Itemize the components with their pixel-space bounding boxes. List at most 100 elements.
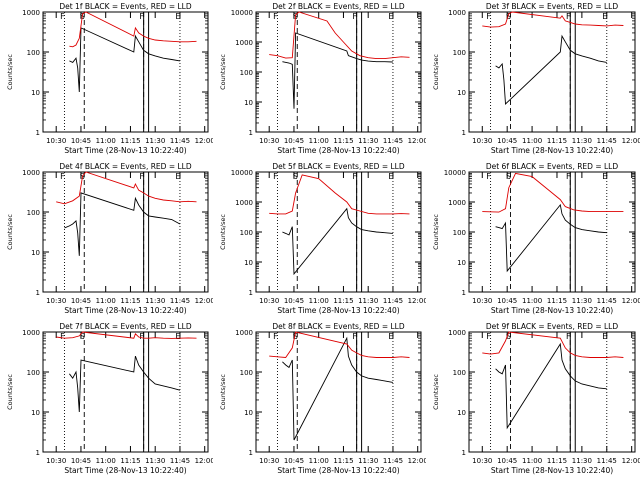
x-axis-label: Start Time (28-Nov-13 10:22:40): [277, 466, 399, 475]
x-axis-label: Start Time (28-Nov-13 10:22:40): [491, 146, 613, 155]
marker-label: F: [60, 332, 65, 341]
x-tick-label: 11:30: [145, 457, 165, 465]
x-tick-label: 11:45: [170, 137, 190, 145]
marker-label: F: [352, 172, 357, 181]
x-tick-label: 10:45: [284, 297, 304, 305]
x-tick-label: 10:45: [71, 137, 91, 145]
x-tick-label: 11:45: [383, 457, 403, 465]
x-tick-label: 11:15: [547, 137, 567, 145]
y-tick-label: 100: [453, 369, 466, 377]
marker-label: F: [566, 172, 571, 181]
series-line-lld: [56, 331, 197, 339]
x-tick-label: 11:30: [358, 297, 378, 305]
x-tick-label: 11:15: [333, 457, 353, 465]
series-line-lld: [482, 331, 624, 358]
chart-title: Det 4f BLACK = Events, RED = LLD: [59, 162, 192, 171]
x-tick-label: 11:00: [96, 137, 116, 145]
chart-title: Det 5f BLACK = Events, RED = LLD: [272, 162, 405, 171]
x-axis-label: Start Time (28-Nov-13 10:22:40): [277, 146, 399, 155]
chart-title: Det 9f BLACK = Events, RED = LLD: [486, 322, 619, 331]
series-line-lld: [69, 11, 197, 48]
chart-panel-det-9f: 1 10 100 1000 10:30 10:45 11:00 11:15 11:30 11:45…: [426, 320, 640, 480]
y-tick-label: 10: [457, 89, 466, 97]
marker-label: E: [388, 332, 393, 341]
y-tick-label: 1000: [235, 39, 253, 47]
chart-det-5f: 1 10 100 1000 10000 10:30 10:45 11:00 11:15 11:30…: [219, 162, 428, 315]
marker-label: F: [60, 172, 65, 181]
x-tick-label: 10:45: [284, 137, 304, 145]
chart-title: Det 2f BLACK = Events, RED = LLD: [272, 2, 405, 11]
y-tick-label: 1: [462, 289, 466, 297]
y-tick-label: 1: [36, 289, 40, 297]
chart-det-2f: 1 10 100 1000 10000 10:30 10:45 11:00 11:15 11:30…: [219, 2, 428, 155]
marker-label: S: [293, 172, 298, 181]
series-line-events: [495, 342, 607, 430]
x-tick-label: 11:45: [597, 457, 617, 465]
marker-label: F: [486, 12, 491, 21]
marker-label: E: [602, 172, 607, 181]
x-tick-label: 11:00: [522, 297, 542, 305]
marker-label: F: [273, 332, 278, 341]
y-tick-label: 100: [27, 369, 40, 377]
x-tick-label: 12:00: [195, 137, 213, 145]
y-tick-label: 10: [31, 409, 40, 417]
plot-frame: [468, 11, 636, 133]
chart-det-1f: 1 10 100 1000 10:30 10:45 11:00 11:15 11:30 11:45…: [6, 2, 215, 155]
x-axis-label: Start Time (28-Nov-13 10:22:40): [277, 306, 399, 315]
x-tick-label: 11:15: [547, 297, 567, 305]
series-line-events: [495, 203, 607, 273]
marker-label: S: [506, 12, 511, 21]
y-tick-label: 1: [249, 449, 253, 457]
x-tick-label: 11:00: [309, 457, 329, 465]
series-line-lld: [482, 172, 624, 213]
marker-label: F: [139, 12, 144, 21]
y-tick-label: 10: [457, 409, 466, 417]
x-tick-label: 11:30: [145, 297, 165, 305]
series-line-events: [495, 34, 607, 105]
marker-label: S: [506, 332, 511, 341]
x-tick-label: 10:45: [497, 457, 517, 465]
y-tick-label: 10000: [231, 9, 253, 17]
x-tick-label: 11:00: [309, 137, 329, 145]
marker-label: E: [602, 12, 607, 21]
y-tick-label: 1000: [448, 199, 466, 207]
x-axis-label: Start Time (28-Nov-13 10:22:40): [491, 466, 613, 475]
x-tick-label: 10:30: [472, 297, 492, 305]
x-tick-label: 12:00: [408, 457, 426, 465]
marker-label: S: [293, 332, 298, 341]
x-tick-label: 11:15: [547, 457, 567, 465]
plot-frame: [255, 171, 422, 293]
y-tick-label: 10: [31, 89, 40, 97]
y-tick-label: 100: [453, 49, 466, 57]
x-tick-label: 11:00: [309, 297, 329, 305]
x-tick-label: 11:15: [120, 137, 140, 145]
x-tick-label: 10:30: [259, 297, 279, 305]
y-tick-label: 1000: [235, 329, 253, 337]
x-tick-label: 11:45: [597, 137, 617, 145]
x-tick-label: 12:00: [622, 137, 640, 145]
series-line-lld: [269, 174, 410, 215]
y-tick-label: 10: [244, 409, 253, 417]
y-tick-label: 1000: [448, 329, 466, 337]
chart-panel-det-5f: 1 10 100 1000 10000 10:30 10:45 11:00 11:15 11:30…: [213, 160, 428, 320]
y-tick-label: 1: [249, 129, 253, 137]
chart-title: Det 6f BLACK = Events, RED = LLD: [486, 162, 619, 171]
x-tick-label: 11:45: [170, 297, 190, 305]
marker-label: F: [60, 12, 65, 21]
series-line-lld: [269, 11, 410, 60]
y-tick-label: 1000: [22, 9, 40, 17]
x-tick-label: 11:00: [522, 137, 542, 145]
series-line-events: [282, 336, 393, 441]
marker-label: F: [139, 172, 144, 181]
plot-frame: [255, 11, 422, 133]
x-tick-label: 10:30: [46, 137, 66, 145]
chart-panel-det-1f: 1 10 100 1000 10:30 10:45 11:00 11:15 11:30 11:45…: [0, 0, 215, 160]
y-tick-label: 1: [249, 289, 253, 297]
series-line-events: [69, 355, 181, 413]
series-line-events: [282, 207, 393, 276]
y-tick-label: 1000: [448, 9, 466, 17]
x-tick-label: 12:00: [622, 457, 640, 465]
marker-label: F: [352, 332, 357, 341]
x-tick-label: 11:30: [358, 457, 378, 465]
